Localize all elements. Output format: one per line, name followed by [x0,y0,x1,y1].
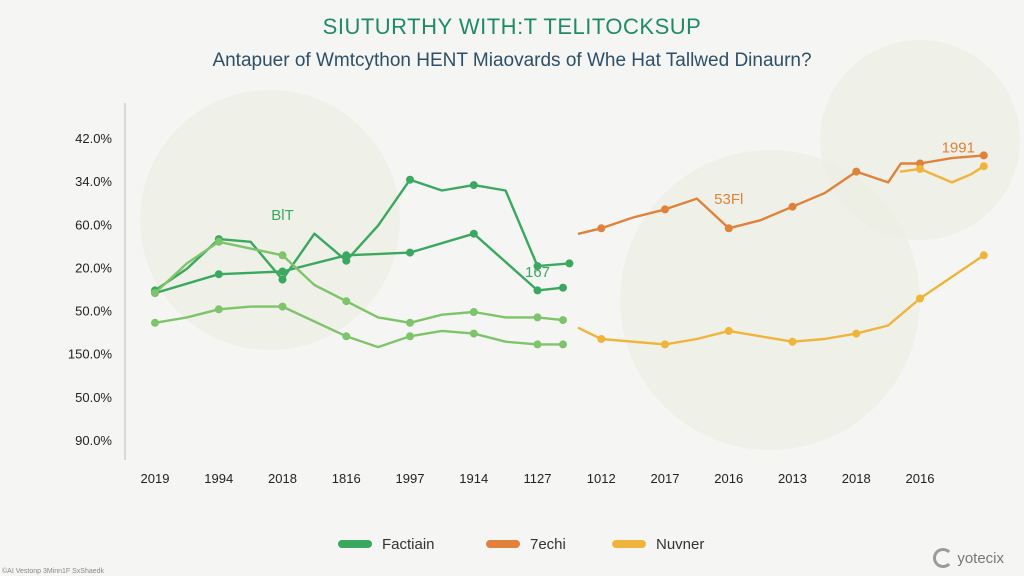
data-point [278,302,287,311]
data-point [342,251,351,260]
data-point [151,289,159,298]
data-point [979,151,988,160]
data-point [724,326,733,335]
data-point [597,335,606,343]
data-point [469,229,478,238]
series-line-0 [153,178,571,292]
y-tick-label: 60.0% [75,217,112,232]
data-point [559,316,567,325]
data-point [559,340,567,349]
series-line-6 [577,254,985,346]
data-point [342,332,351,341]
x-tick-label: 1816 [332,471,361,486]
x-tick-label: 1012 [587,471,616,486]
legend-item-factiain: Factiain [338,532,435,556]
x-tick-label: 2016 [906,471,935,486]
data-point [469,308,478,316]
y-tick-label: 20.0% [75,260,112,275]
data-point [559,283,567,292]
legend-item-nuvner: Nuvner [612,532,704,556]
legend-label: Nuvner [656,535,705,553]
data-point [788,202,797,211]
data-point [533,313,542,322]
data-point [342,297,351,306]
data-point [406,318,414,327]
data-point [406,332,414,341]
data-point [214,237,223,246]
data-point [278,251,287,260]
data-point [533,262,542,271]
legend-label: Factiain [382,535,435,553]
x-tick-label: 1127 [524,471,552,486]
annotation-label: 1991 [942,140,975,157]
credit-text: ©AI Vestonp 3Minn1F SxShaedk [2,568,105,575]
y-tick-label: 34.0% [75,174,112,189]
circle-logo-icon [933,548,954,568]
x-ticks: 2019 1994 2018 1816 1997 1914 1127 1012 2017 2016… [141,471,935,486]
data-point [979,162,988,171]
watermark: yotecix [933,548,1004,568]
series-line-5 [899,164,985,184]
data-point [597,224,606,233]
x-tick-label: 1997 [396,471,425,486]
data-point [214,270,223,279]
x-tick-label: 1994 [204,471,233,486]
annotation-label: 167 [525,264,550,281]
y-tick-label: 42.0% [75,131,112,146]
data-point [661,205,669,214]
y-tick-label: 150.0% [68,347,113,362]
x-tick-label: 2019 [141,471,170,486]
data-point [278,267,287,276]
data-point [533,286,542,295]
data-point [214,305,223,314]
x-tick-label: 1914 [459,471,488,486]
annotations: BlT 167 53Fl 1991 [271,140,975,281]
y-ticks: 90.0% 50.0% 150.0% 50.0% 20.0% 60.0% 34.0% 42.0… [68,131,113,448]
legend-swatch [612,540,646,548]
series-line-1 [153,232,565,295]
legend-swatch [486,540,520,548]
data-point [916,294,924,303]
annotation-label: 53Fl [714,191,743,208]
data-point [469,329,478,338]
legend: Factiain 7echi Nuvner [0,532,1024,556]
line-chart: 90.0% 50.0% 150.0% 50.0% 20.0% 60.0% 34.0% 42.0… [68,103,988,486]
y-tick-label: 50.0% [75,390,112,405]
x-tick-label: 2017 [651,471,680,486]
data-point [533,340,542,349]
legend-swatch [338,540,372,548]
legend-label: 7echi [530,535,566,553]
x-tick-label: 2016 [714,471,743,486]
y-tick-label: 90.0% [75,433,112,448]
watermark-text: yotecix [957,549,1004,567]
data-point [788,337,797,346]
data-point [469,181,478,190]
data-point [979,251,988,260]
data-point [852,167,861,176]
x-tick-label: 2018 [842,471,871,486]
data-point [661,340,669,349]
data-point [278,275,287,284]
chart-subtitle: Antapuer of Wmtcython HENT Miaovards of … [212,50,812,71]
data-point [565,259,574,268]
x-tick-label: 2018 [268,471,297,486]
annotation-label: BlT [271,207,294,224]
series-line-3 [153,305,565,349]
chart-title: SIUTURTHY WITH:T TELITOCKSUP [322,14,702,39]
data-point [406,175,414,184]
x-tick-label: 2013 [778,471,807,486]
data-point [724,224,733,233]
bg-blob [820,40,1020,240]
legend-item-7echi: 7echi [486,532,566,556]
series-lines [151,151,988,349]
data-point [852,329,861,338]
data-point [916,164,924,173]
data-point [406,248,414,257]
data-point [151,318,159,327]
y-tick-label: 50.0% [75,304,112,319]
